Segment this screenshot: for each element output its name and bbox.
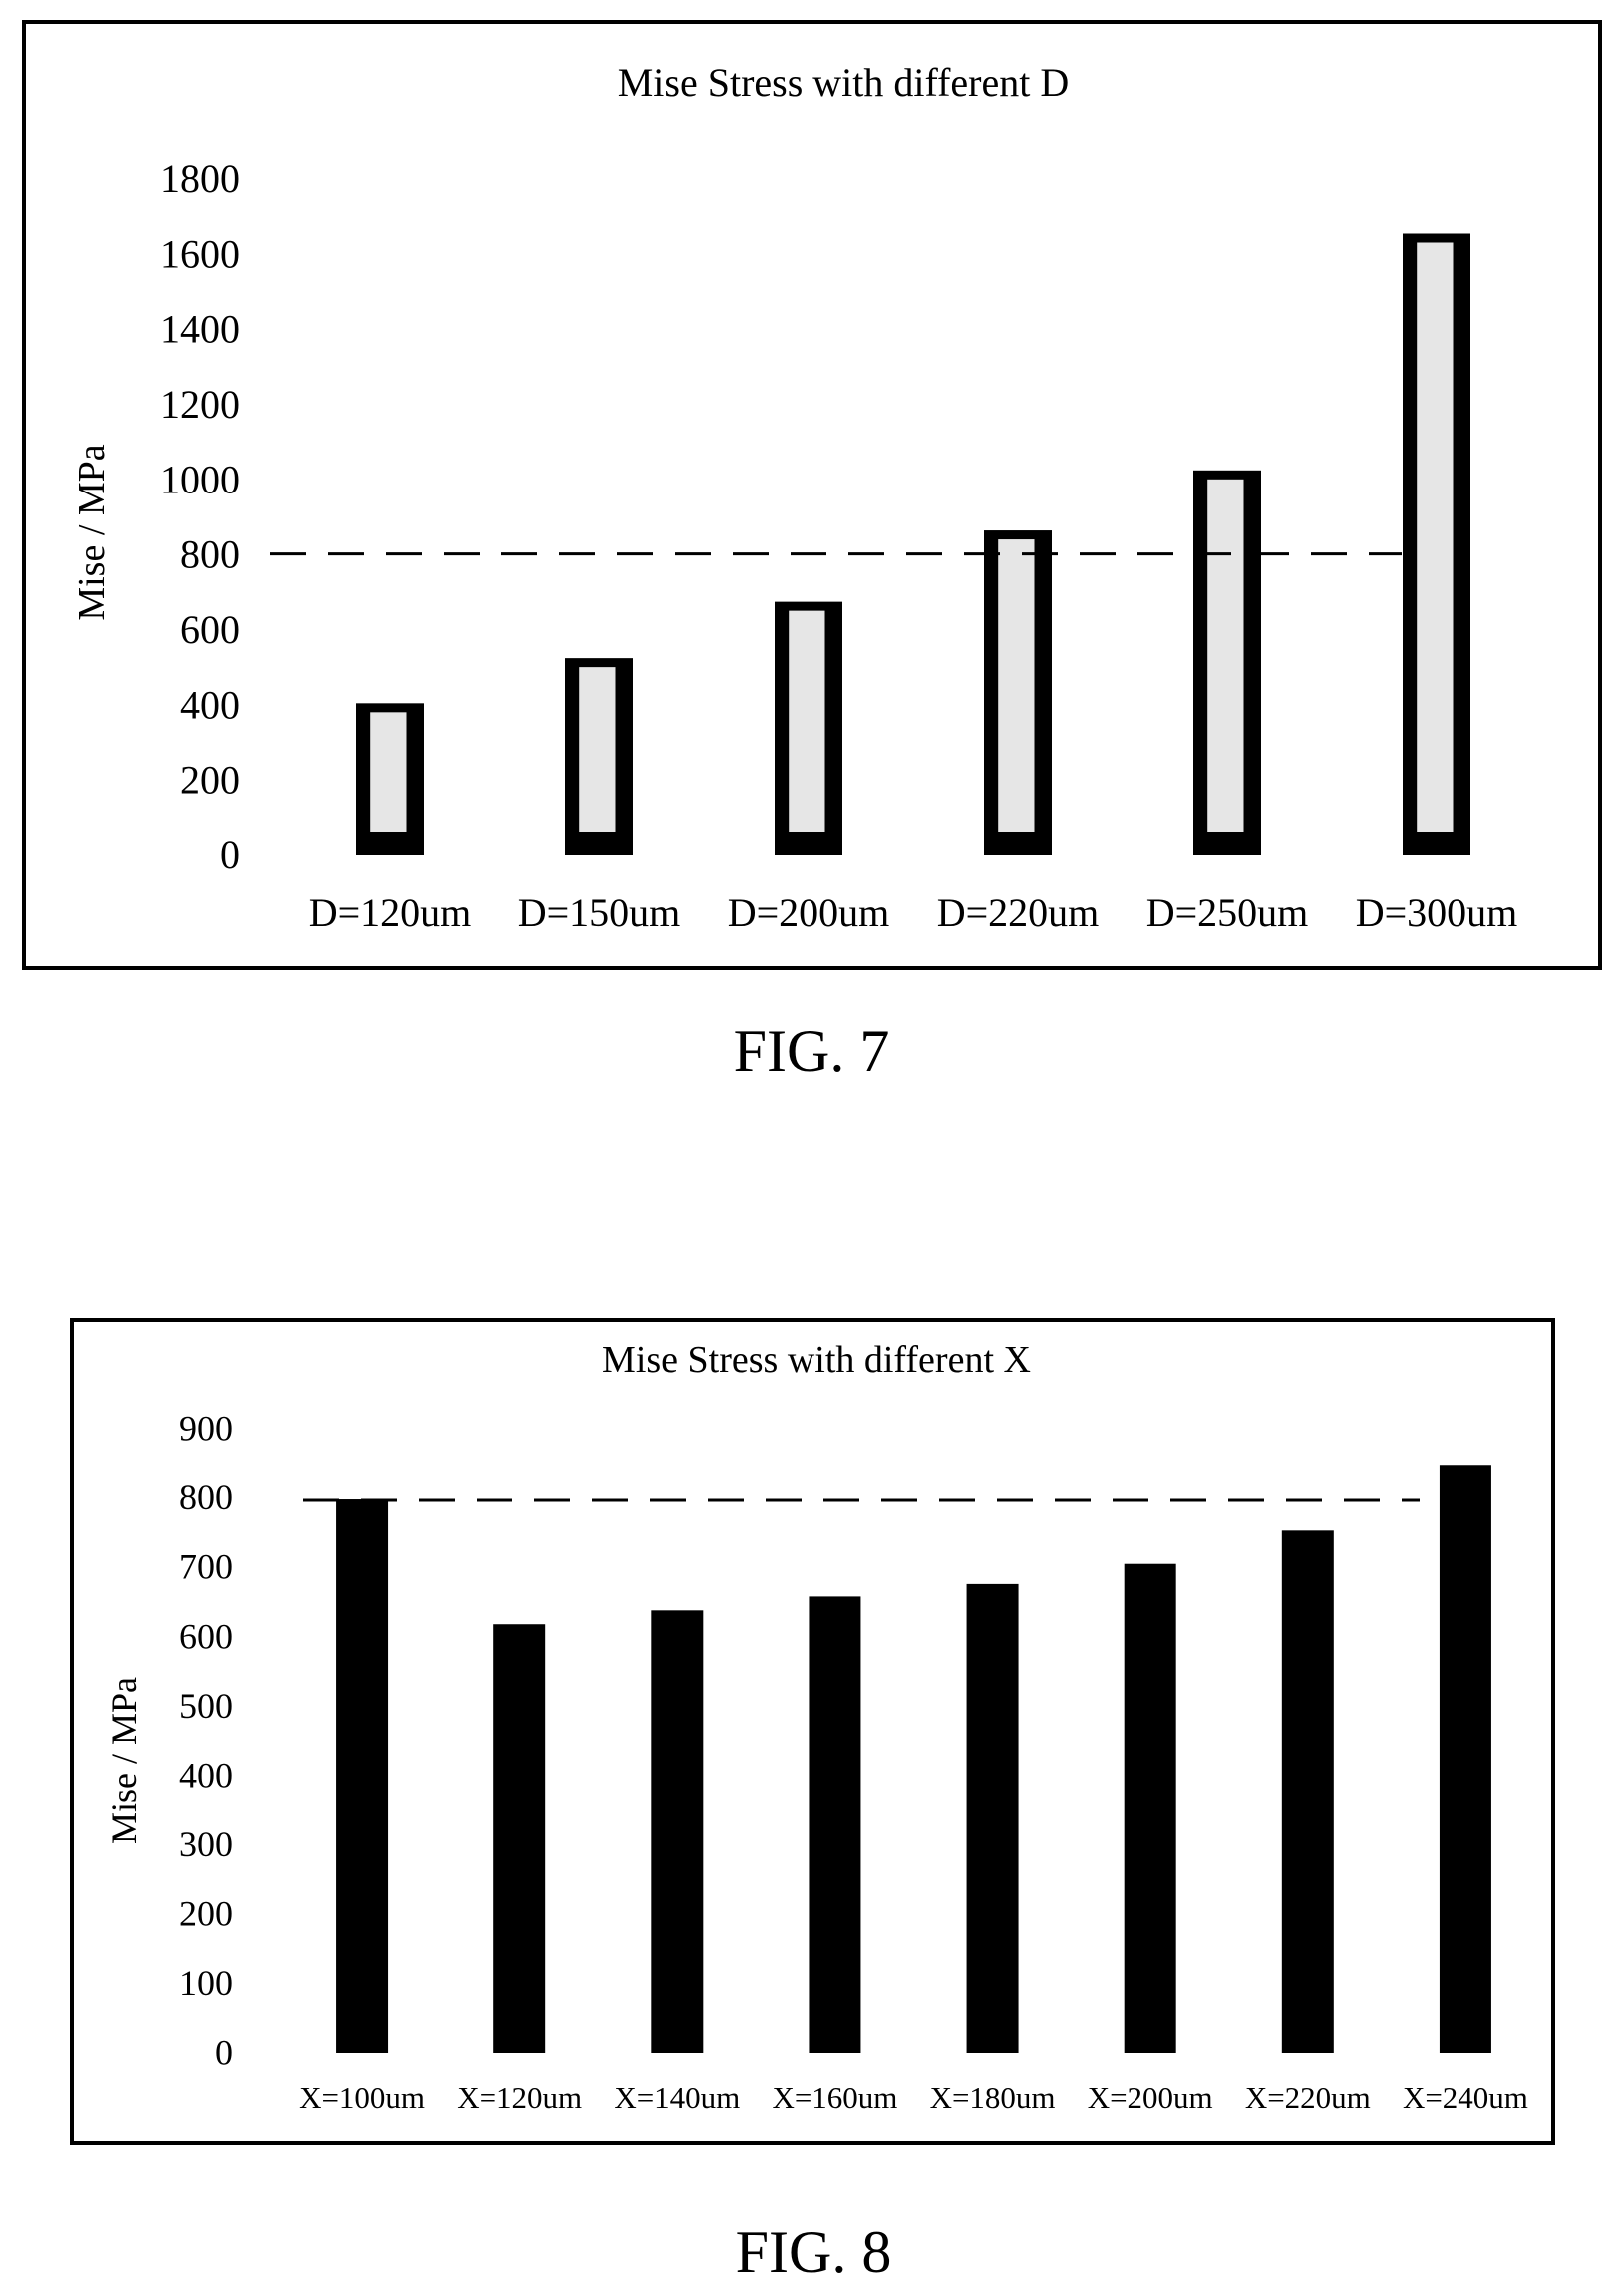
chart-8-bar <box>1281 1530 1334 2054</box>
chart-8-bar <box>809 1596 861 2053</box>
chart-7-y-tick-label: 400 <box>180 682 240 727</box>
chart-8-bars <box>336 1465 1491 2054</box>
chart-7-y-tick-label: 200 <box>180 758 240 803</box>
chart-8-x-tick-label: X=180um <box>930 2080 1056 2115</box>
chart-8-title: Mise Stress with different X <box>602 1339 1031 1381</box>
chart-7-title: Mise Stress with different D <box>618 60 1070 105</box>
chart-7-y-tick-label: 1400 <box>161 307 240 352</box>
chart-7-svg: Mise Stress with different D Mise / MPa … <box>71 60 1518 935</box>
chart-8-x-tick-label: X=120um <box>457 2080 582 2115</box>
chart-8-y-tick-label: 500 <box>179 1686 233 1726</box>
chart-7-bars <box>356 233 1470 856</box>
chart-8-bar <box>1124 1563 1176 2053</box>
chart-8-bar <box>1439 1465 1491 2053</box>
chart-7-x-tick-label: D=250um <box>1146 890 1309 935</box>
chart-8-x-tick-label: X=200um <box>1088 2080 1213 2115</box>
chart-7-x-tick-label: D=200um <box>728 890 890 935</box>
chart-7-ylabel: Mise / MPa <box>71 444 113 620</box>
chart-8-svg: Mise Stress with different X Mise / MPa … <box>104 1339 1528 2115</box>
chart-8-x-ticks: X=100um X=120um X=140um X=160um X=180um X=200… <box>299 2080 1528 2115</box>
chart-7-x-tick-label: D=220um <box>937 890 1100 935</box>
chart-8-x-tick-label: X=240um <box>1403 2080 1528 2115</box>
chart-8-y-tick-label: 700 <box>179 1547 233 1587</box>
chart-7-bar-highlight <box>1417 242 1454 832</box>
chart-8-y-tick-label: 0 <box>215 2033 233 2073</box>
chart-7-bar-highlight <box>1207 479 1244 832</box>
chart-8-bar <box>336 1499 389 2054</box>
chart-8-y-tick-label: 400 <box>179 1755 233 1795</box>
chart-7-y-tick-label: 600 <box>180 607 240 652</box>
chart-7-x-tick-label: D=150um <box>518 890 681 935</box>
chart-7-x-tick-label: D=120um <box>309 890 472 935</box>
figure-7-chart: Mise Stress with different D Mise / MPa … <box>22 20 1602 970</box>
figure-7-caption: FIG. 7 <box>733 1018 890 1084</box>
chart-7-bar-highlight <box>998 539 1035 832</box>
chart-8-bar <box>493 1624 546 2053</box>
chart-8-bar <box>651 1610 704 2053</box>
chart-7-bar-highlight <box>579 667 616 832</box>
chart-8-x-tick-label: X=100um <box>299 2080 425 2115</box>
chart-7-y-tick-label: 1200 <box>161 382 240 427</box>
chart-7-bar-highlight <box>789 610 825 832</box>
chart-7-x-tick-label: D=300um <box>1356 890 1518 935</box>
chart-8-y-tick-label: 900 <box>179 1409 233 1449</box>
chart-7-y-tick-label: 800 <box>180 532 240 577</box>
chart-7-y-tick-label: 1800 <box>161 157 240 201</box>
chart-8-bar <box>966 1583 1019 2053</box>
figure-8-chart: Mise Stress with different X Mise / MPa … <box>70 1318 1555 2145</box>
figure-8-caption: FIG. 8 <box>735 2219 892 2285</box>
chart-8-y-tick-label: 200 <box>179 1893 233 1933</box>
chart-7-y-tick-label: 0 <box>220 832 240 877</box>
chart-7-y-tick-label: 1600 <box>161 231 240 276</box>
chart-8-x-tick-label: X=160um <box>772 2080 897 2115</box>
chart-8-y-ticks: 0 100 200 300 400 500 600 700 800 900 <box>179 1409 233 2073</box>
chart-8-y-tick-label: 100 <box>179 1963 233 2003</box>
chart-7-y-tick-label: 1000 <box>161 457 240 501</box>
chart-8-ylabel: Mise / MPa <box>104 1677 144 1844</box>
chart-7-x-ticks: D=120um D=150um D=200um D=220um D=250um D=300… <box>309 890 1518 935</box>
chart-8-y-tick-label: 300 <box>179 1824 233 1864</box>
chart-8-x-tick-label: X=140um <box>614 2080 740 2115</box>
chart-8-y-tick-label: 800 <box>179 1477 233 1517</box>
chart-8-y-tick-label: 600 <box>179 1616 233 1656</box>
chart-7-bar-highlight <box>370 712 407 832</box>
chart-8-x-tick-label: X=220um <box>1245 2080 1371 2115</box>
chart-7-y-ticks: 0 200 400 600 800 1000 1200 1400 1600 1800 <box>161 157 240 877</box>
